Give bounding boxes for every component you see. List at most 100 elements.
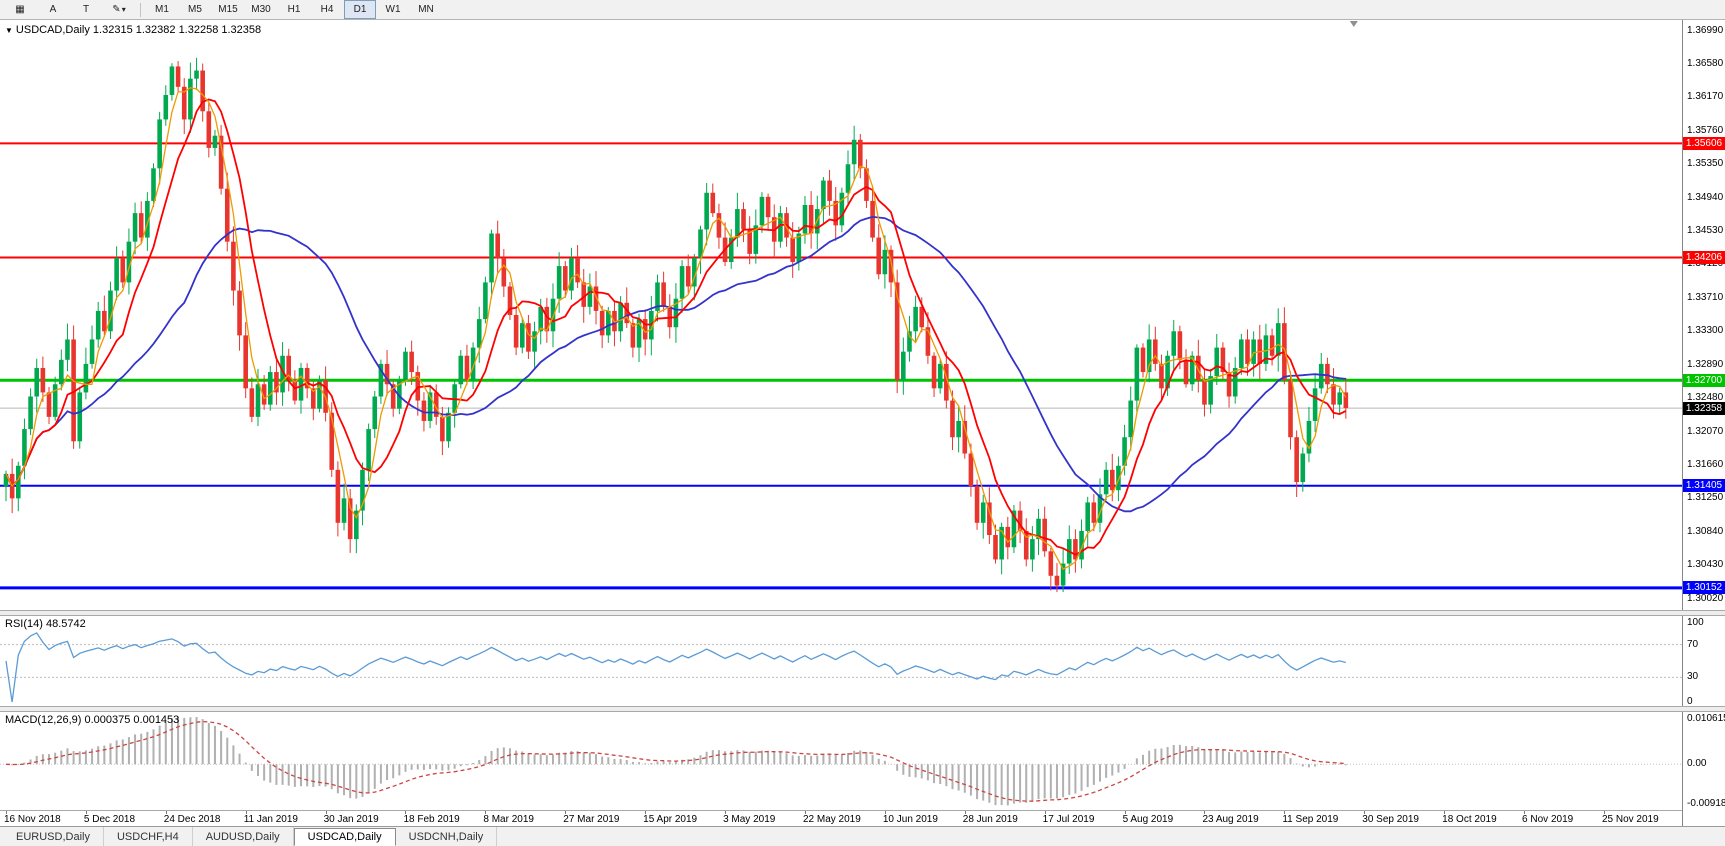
timeframe-button-M30[interactable]: M30 [251, 4, 271, 15]
candle [679, 266, 685, 299]
timeframe-button-MN[interactable]: MN [418, 4, 434, 15]
candle [132, 213, 138, 242]
candle [476, 319, 482, 348]
candle [1042, 518, 1047, 552]
price-tick: 1.35350 [1687, 158, 1724, 170]
date-tick-mark [165, 811, 167, 814]
candle [716, 213, 722, 238]
candle [403, 351, 408, 381]
candle [642, 319, 648, 340]
date-label: 10 Jun 2019 [882, 814, 938, 825]
price-axis[interactable]: 1.36990 1.36580 1.36170 1.35760 1.35350 1.349… [1682, 20, 1725, 826]
dropdown-arrow-icon[interactable]: ▾ [121, 5, 126, 14]
chart-tab-AUDUSD-Daily[interactable]: AUDUSD,Daily [193, 827, 294, 846]
timeframe-button-M5[interactable]: M5 [188, 4, 202, 15]
pane-separator[interactable] [0, 706, 1725, 712]
candle [433, 392, 439, 417]
candle [249, 388, 255, 417]
date-tick-mark [964, 811, 966, 814]
date-label: 16 Nov 2018 [4, 814, 61, 825]
candle [593, 286, 599, 311]
candle [83, 363, 89, 393]
candle [1103, 469, 1109, 495]
candle [372, 396, 378, 430]
candle [1097, 494, 1103, 523]
candle [34, 367, 40, 397]
candle [1325, 363, 1330, 385]
candle [1109, 469, 1115, 491]
timeframe-button-D1[interactable]: D1 [344, 0, 376, 19]
chart-window-icon[interactable]: ▦ [4, 0, 36, 19]
candle [114, 257, 119, 291]
candle [1177, 331, 1183, 360]
candle [1294, 437, 1299, 483]
macd-pane[interactable] [0, 712, 1683, 810]
date-label: 3 May 2019 [723, 814, 776, 825]
timeframe-button-M1[interactable]: M1 [155, 4, 169, 15]
candle [237, 290, 242, 336]
time-axis[interactable]: 16 Nov 2018 5 Dec 2018 24 Dec 2018 11 Jan 2… [0, 810, 1683, 826]
chart-tabs-bar: EURUSD,Daily USDCHF,H4 AUDUSD,Daily USDCAD,… [0, 826, 1725, 846]
candle [157, 119, 162, 169]
chart-tab-EURUSD-Daily[interactable]: EURUSD,Daily [3, 827, 104, 846]
date-label: 8 Mar 2019 [483, 814, 534, 825]
main-price-chart[interactable] [0, 20, 1683, 610]
candle [22, 429, 27, 466]
candle [827, 180, 832, 201]
timeframe-button-H4[interactable]: H4 [320, 4, 334, 15]
current-price-badge: 1.32358 [1683, 401, 1725, 415]
pane-separator[interactable] [0, 610, 1725, 616]
price-tick: 1.32890 [1687, 358, 1724, 370]
candle [194, 70, 199, 79]
candle [526, 323, 531, 352]
candle [378, 363, 384, 397]
chart-window: ▼ USDCAD,Daily 1.32315 1.32382 1.32258 1.… [0, 20, 1725, 826]
date-tick-mark [1124, 811, 1126, 814]
candle [710, 192, 716, 214]
rsi-tick: 0 [1687, 696, 1693, 707]
candle [1196, 355, 1201, 381]
date-tick-mark [1444, 811, 1446, 814]
chart-tab-USDCNH-Daily[interactable]: USDCNH,Daily [396, 827, 498, 846]
chart-title: ▼ USDCAD,Daily 1.32315 1.32382 1.32258 1.… [5, 24, 261, 36]
candle [778, 213, 783, 242]
candle [243, 335, 248, 389]
price-line-badge: 1.31405 [1683, 479, 1725, 493]
chart-tab-USDCAD-Daily[interactable]: USDCAD,Daily [293, 828, 396, 846]
candle [544, 306, 550, 332]
timeframe-button-M15[interactable]: M15 [218, 4, 238, 15]
candle [968, 453, 974, 487]
candle [894, 282, 900, 381]
date-label: 25 Nov 2019 [1601, 814, 1659, 825]
chart-tab-USDCHF-H4[interactable]: USDCHF,H4 [104, 827, 193, 846]
date-tick-mark [1044, 811, 1046, 814]
chart-shift-marker-icon[interactable] [1349, 21, 1358, 27]
date-tick-mark [1284, 811, 1286, 814]
collapse-marker-icon[interactable]: ▼ [5, 26, 13, 35]
date-tick-mark [884, 811, 886, 814]
candles-layer[interactable] [3, 57, 1349, 593]
candle [950, 400, 955, 438]
draw-tools-button[interactable]: ✎ ▾ [103, 0, 135, 19]
date-label: 30 Jan 2019 [323, 814, 379, 825]
candle [1085, 502, 1090, 531]
annotation-a-button[interactable]: A [37, 0, 69, 19]
timeframe-button-W1[interactable]: W1 [385, 4, 401, 15]
candle [1159, 363, 1164, 389]
text-tool-button[interactable]: T [70, 0, 102, 19]
macd-signal-line [5, 720, 1346, 802]
candle [1140, 347, 1146, 373]
date-tick-mark [245, 811, 247, 814]
candle [188, 78, 193, 120]
candle [1146, 339, 1152, 373]
rsi-pane[interactable] [0, 616, 1683, 706]
candle [261, 384, 267, 405]
date-tick-mark [804, 811, 806, 814]
candle [3, 473, 9, 487]
candle [630, 323, 636, 348]
candle [1122, 437, 1127, 466]
rsi-tick: 30 [1687, 671, 1699, 683]
candle [335, 469, 341, 523]
candle [1288, 380, 1293, 438]
timeframe-button-H1[interactable]: H1 [287, 4, 301, 15]
